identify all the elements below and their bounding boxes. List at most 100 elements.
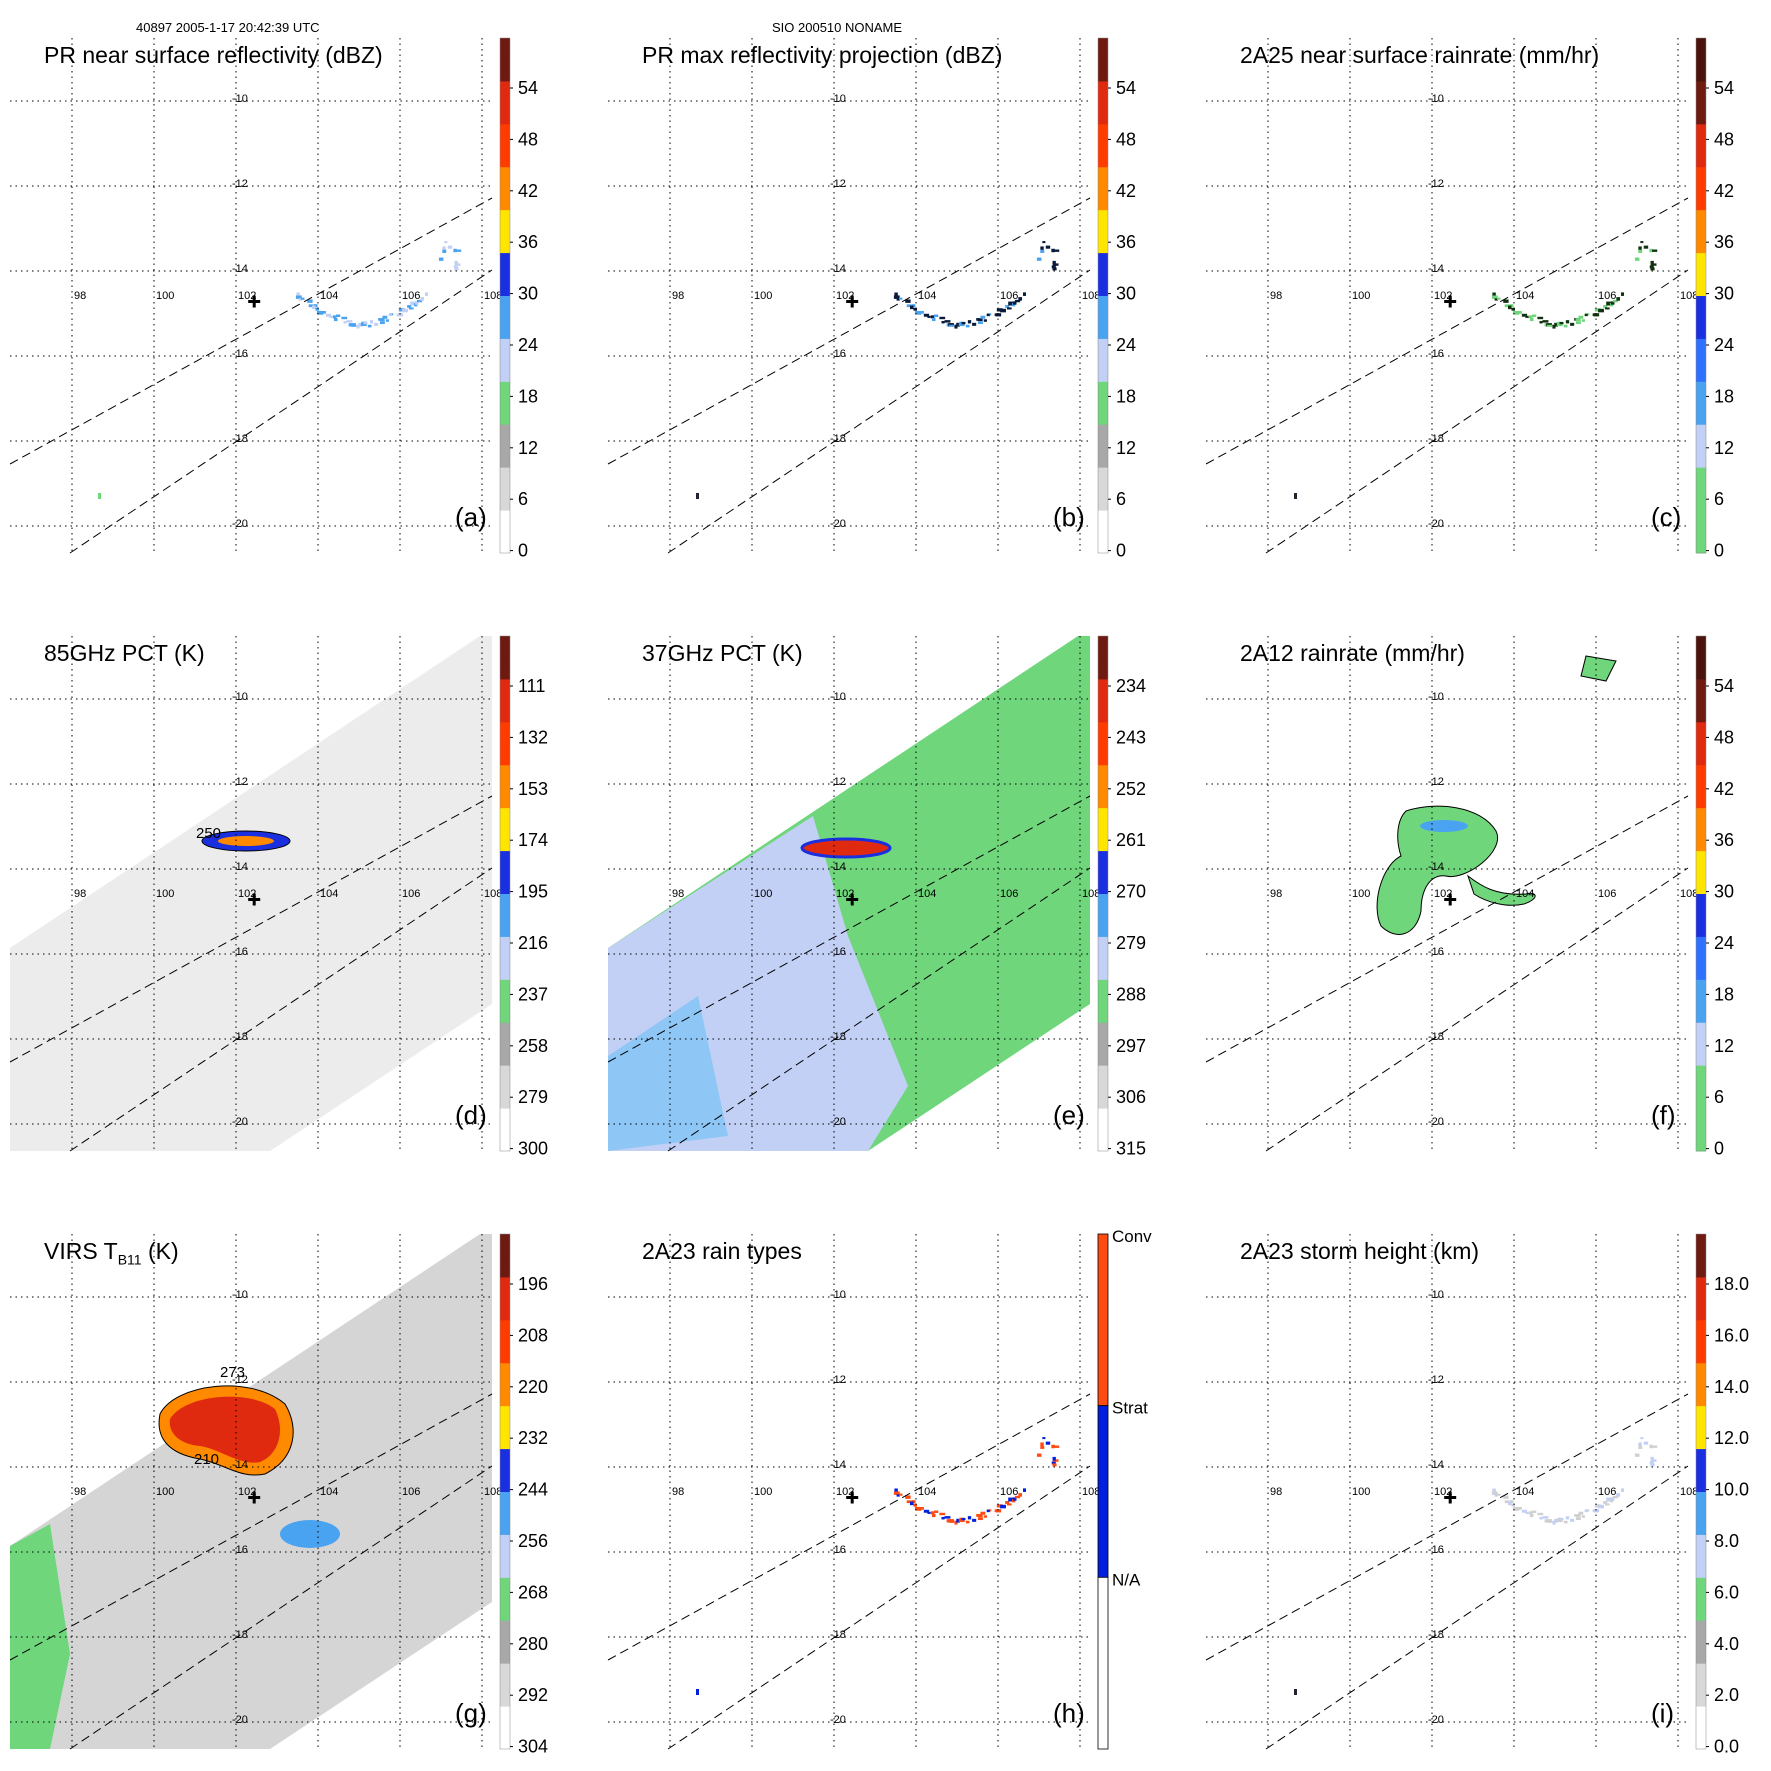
colorbar-cell <box>1696 1414 1706 1424</box>
colorbar-cell <box>500 1030 510 1040</box>
cloud-fragment <box>280 1520 340 1548</box>
lat-label: -20 <box>232 1714 248 1726</box>
precip-pixel <box>896 298 900 301</box>
lat-label: -16 <box>830 348 846 360</box>
colorbar-cell <box>500 1422 510 1432</box>
colorbar-cell <box>500 527 510 537</box>
colorbar-cell <box>1098 492 1108 502</box>
colorbar-cell <box>1098 347 1108 357</box>
colorbar-cell <box>1696 859 1706 869</box>
colorbar-cell <box>1696 1697 1706 1707</box>
colorbar-cell <box>500 1431 510 1441</box>
colorbar-cell <box>500 962 510 972</box>
colorbar-cell <box>1098 226 1108 236</box>
colorbar-cell <box>500 218 510 228</box>
colorbar-cell <box>1696 141 1706 151</box>
rain-cell-ne <box>1580 655 1617 682</box>
precip-pixel <box>1496 297 1501 300</box>
lon-label: 106 <box>402 290 420 302</box>
precip-pixel <box>923 313 930 317</box>
colorbar-cell <box>1696 678 1706 688</box>
precip-pixel <box>1494 1494 1498 1497</box>
precip-pixel <box>1042 241 1046 244</box>
colorbar-tick-label: 256 <box>518 1531 548 1551</box>
colorbar-cell <box>1696 979 1706 989</box>
colorbar-cell <box>500 72 510 82</box>
precip-pixel <box>995 1509 1002 1513</box>
colorbar-cell <box>1098 764 1108 774</box>
panel-label: (i) <box>1651 1698 1675 1728</box>
panel-i: 98100102104106108-10-12-14-16-18-2018.01… <box>1205 1233 1769 1762</box>
panel-f: 98100102104106108-10-12-14-16-18-2054484… <box>1205 635 1769 1164</box>
lon-label: 106 <box>1000 290 1018 302</box>
colorbar-cell <box>1696 1142 1706 1152</box>
colorbar-cell <box>1696 235 1706 245</box>
lon-label: 104 <box>320 888 338 900</box>
precip-pixel <box>1575 318 1581 322</box>
colorbar-cell <box>1696 739 1706 749</box>
colorbar-cell <box>1696 269 1706 279</box>
colorbar-tick-label: 0 <box>1116 541 1126 561</box>
colorbar-cell <box>1696 1568 1706 1578</box>
precip-pixel <box>1052 1456 1056 1461</box>
precip-pixel <box>1616 297 1621 301</box>
precip-pixel <box>1559 1518 1564 1521</box>
precip-pixel <box>1294 1689 1297 1695</box>
precip-pixel <box>967 1516 972 1520</box>
lat-label: -16 <box>830 946 846 958</box>
lat-label: -12 <box>830 776 846 788</box>
panel-title: 2A23 rain types <box>642 1238 802 1264</box>
colorbar-cell <box>1696 876 1706 886</box>
lat-label: -16 <box>1428 946 1444 958</box>
precip-pixel <box>346 320 353 323</box>
colorbar-tick-label: 153 <box>518 779 548 799</box>
precip-pixel <box>341 316 348 320</box>
storm-center-icon <box>1444 295 1457 308</box>
colorbar-cell <box>1696 1082 1706 1092</box>
precip-pixel <box>1547 324 1553 327</box>
colorbar-cell <box>1098 833 1108 843</box>
colorbar-tick-label: 18 <box>1714 984 1734 1004</box>
colorbar-cell <box>1696 355 1706 365</box>
precip-pixel <box>972 322 977 326</box>
colorbar-segment-strat <box>1097 1405 1109 1578</box>
colorbar-cell <box>500 1234 510 1244</box>
colorbar-cell <box>500 1259 510 1269</box>
colorbar-cell <box>1098 381 1108 391</box>
colorbar-cell <box>1098 175 1108 185</box>
precip-pixel <box>696 1689 699 1695</box>
colorbar-cell <box>1098 398 1108 408</box>
colorbar-cell <box>1098 670 1108 680</box>
precip-pixel <box>1578 315 1584 319</box>
lon-label: 102 <box>1434 290 1452 302</box>
panel-a-plot: 98100102104106108-10-12-14-16-18-2054484… <box>9 37 538 561</box>
colorbar-cell <box>500 80 510 90</box>
colorbar-cell <box>1696 1133 1706 1143</box>
colorbar-cell <box>1696 338 1706 348</box>
lat-label: -16 <box>232 1544 248 1556</box>
swath-field <box>10 1234 492 1749</box>
colorbar-cell <box>500 1620 510 1630</box>
precip-pixel <box>369 320 374 324</box>
colorbar-cell <box>1098 730 1108 740</box>
lat-label: -10 <box>830 93 846 105</box>
precip-pixel <box>388 313 392 317</box>
colorbar-tick-label: 24 <box>1714 933 1734 953</box>
colorbar-cell <box>500 850 510 860</box>
precip-pixel <box>913 1503 918 1507</box>
colorbar-tick-label: 292 <box>518 1685 548 1705</box>
colorbar-tick-label: 18 <box>1116 386 1136 406</box>
colorbar-cell <box>1696 1099 1706 1109</box>
precip-pixel <box>1581 1515 1585 1518</box>
precip-pixel <box>363 322 368 325</box>
precip-pixel <box>308 304 313 308</box>
colorbar-cell <box>500 867 510 877</box>
colorbar-cell <box>1098 756 1108 766</box>
colorbar-tick-label: 132 <box>518 727 548 747</box>
colorbar-cell <box>500 312 510 322</box>
precip-pixel <box>1511 307 1516 311</box>
colorbar-cell <box>1098 1030 1108 1040</box>
precip-pixel <box>356 324 360 329</box>
precip-pixel <box>315 307 320 311</box>
colorbar-cell <box>1098 636 1108 646</box>
